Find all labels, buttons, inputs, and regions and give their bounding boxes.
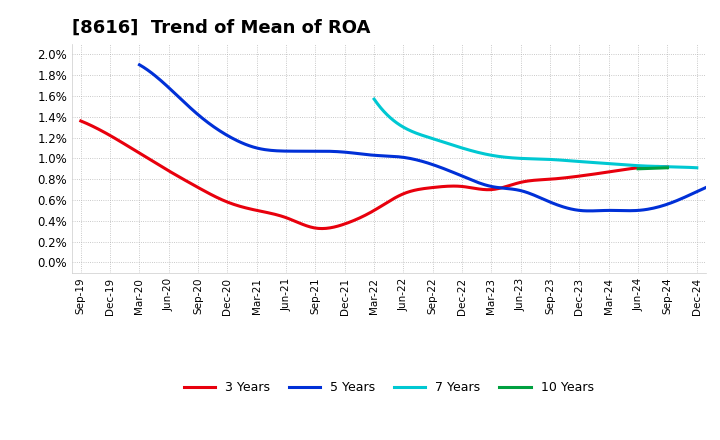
3 Years [573, 174, 582, 179]
5 Years [135, 62, 144, 67]
3 Years [78, 119, 87, 125]
5 Years [494, 185, 503, 190]
7 Years [371, 98, 379, 103]
Line: 3 Years: 3 Years [81, 121, 667, 228]
Line: 10 Years: 10 Years [638, 168, 667, 169]
7 Years [693, 165, 701, 170]
Line: 5 Years: 5 Years [140, 65, 720, 211]
7 Years [561, 158, 570, 163]
3 Years [610, 169, 618, 174]
7 Years [567, 158, 576, 164]
Text: [8616]  Trend of Mean of ROA: [8616] Trend of Mean of ROA [72, 19, 370, 37]
5 Years [137, 63, 145, 69]
3 Years [428, 185, 436, 190]
5 Years [485, 183, 493, 188]
5 Years [631, 208, 640, 213]
Legend: 3 Years, 5 Years, 7 Years, 10 Years: 3 Years, 5 Years, 7 Years, 10 Years [179, 376, 598, 399]
3 Years [438, 184, 446, 189]
3 Years [318, 226, 326, 231]
5 Years [669, 199, 678, 205]
Line: 7 Years: 7 Years [374, 99, 697, 168]
7 Years [370, 96, 379, 102]
3 Years [426, 185, 434, 191]
3 Years [76, 118, 85, 124]
10 Years [634, 166, 642, 172]
3 Years [663, 164, 672, 169]
7 Years [642, 163, 650, 169]
5 Years [482, 183, 491, 188]
7 Years [662, 164, 671, 169]
7 Years [562, 158, 570, 163]
10 Years [663, 165, 672, 170]
5 Years [585, 208, 593, 213]
